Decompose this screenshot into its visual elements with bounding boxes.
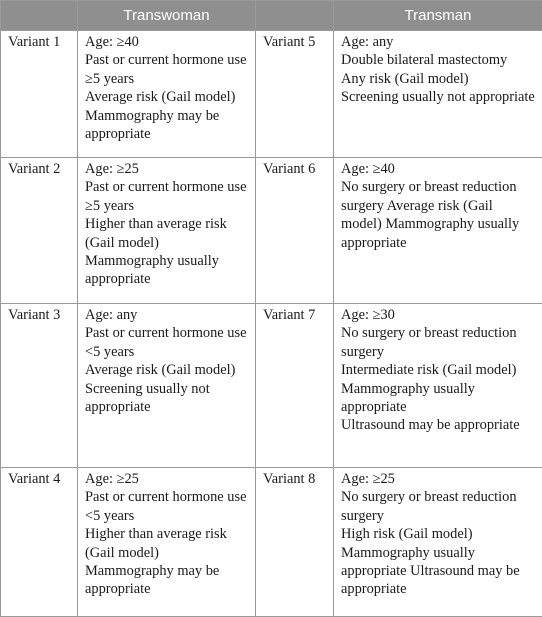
variant-description: Age: ≥25 Past or current hormone use <5 … — [77, 467, 256, 617]
description-line: Age: ≥30 — [341, 307, 395, 323]
table-row: Variant 2 Age: ≥25 Past or current hormo… — [0, 157, 542, 304]
variant-description: Age: ≥25 Past or current hormone use ≥5 … — [77, 157, 256, 304]
table-row: Variant 4 Age: ≥25 Past or current hormo… — [0, 467, 542, 617]
description-line: Age: ≥25 — [341, 471, 395, 487]
header-transman: Transman — [333, 0, 542, 31]
variant-label: Variant 4 — [0, 467, 78, 617]
description-line: Age: ≥25 — [85, 161, 139, 177]
variant-description: Age: ≥25 No surgery or breast reduction … — [333, 467, 542, 617]
variant-description: Age: ≥30 No surgery or breast reduction … — [333, 303, 542, 468]
description-line: High risk (Gail model) — [341, 526, 473, 543]
variant-label: Variant 3 — [0, 303, 78, 468]
header-empty-left — [0, 0, 78, 31]
description-line: Past or current hormone use ≥5 years — [85, 179, 247, 214]
description-line: Double bilateral mastectomy — [341, 52, 508, 69]
header-row: Transwoman Transman — [0, 0, 542, 31]
description-line: Ultrasound may be appropriate — [341, 417, 520, 434]
variant-label: Variant 2 — [0, 157, 78, 304]
description-line: Mammography usually appropriate — [341, 380, 475, 416]
description-line: Average risk (Gail model) — [85, 89, 236, 106]
description-line: No surgery or breast reduction surgery — [341, 325, 517, 360]
header-transwoman: Transwoman — [77, 0, 256, 31]
description-line: Intermediate risk (Gail model) — [341, 362, 517, 379]
description-line: No surgery or breast reduction surgery A… — [341, 179, 520, 251]
description-line: Age: ≥25 — [85, 471, 139, 487]
variant-label: Variant 1 — [0, 30, 78, 158]
description-line: Age: ≥40 — [85, 34, 139, 50]
description-line: Mammography usually appropriate Ultrasou… — [341, 544, 520, 598]
description-line: Any risk (Gail model) — [341, 70, 469, 87]
variant-description: Age: ≥40 Past or current hormone use ≥5 … — [77, 30, 256, 158]
variant-label: Variant 7 — [255, 303, 334, 468]
table-row: Variant 1 Age: ≥40 Past or current hormo… — [0, 30, 542, 158]
variant-description: Age: ≥40 No surgery or breast reduction … — [333, 157, 542, 304]
description-line: Past or current hormone use ≥5 years — [85, 52, 247, 87]
variant-label: Variant 8 — [255, 467, 334, 617]
table-row: Variant 3 Age: any Past or current hormo… — [0, 303, 542, 468]
variant-description: Age: any Past or current hormone use <5 … — [77, 303, 256, 468]
description-line: Mammography may be appropriate — [85, 107, 220, 143]
description-line: Average risk (Gail model) — [85, 362, 236, 379]
variant-description: Age: any Double bilateral mastectomy Any… — [333, 30, 542, 158]
description-line: Age: ≥40 — [341, 161, 395, 177]
description-line: Screening usually not appropriate — [341, 89, 535, 106]
description-line: Higher than average risk (Gail model) — [85, 526, 227, 561]
description-line: Mammography usually appropriate — [85, 253, 219, 288]
description-line: Mammography may be appropriate — [85, 563, 220, 598]
description-line: No surgery or breast reduction surgery — [341, 489, 517, 524]
description-line: Age: any — [341, 34, 394, 50]
description-line: Higher than average risk (Gail model) — [85, 216, 227, 251]
header-empty-right — [255, 0, 334, 31]
description-line: Screening usually not appropriate — [85, 380, 210, 416]
description-line: Age: any — [85, 307, 138, 323]
description-line: Past or current hormone use <5 years — [85, 489, 247, 524]
description-line: Past or current hormone use <5 years — [85, 325, 247, 360]
variant-label: Variant 6 — [255, 157, 334, 304]
variant-label: Variant 5 — [255, 30, 334, 158]
